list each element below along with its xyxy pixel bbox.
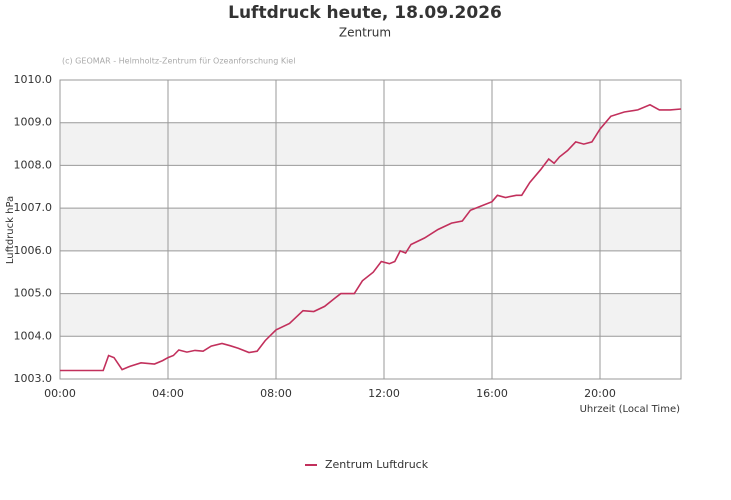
y-tick-label: 1003.0 (14, 372, 53, 385)
y-tick-label: 1006.0 (14, 244, 53, 257)
grid-band (60, 208, 681, 251)
x-tick-label: 16:00 (476, 387, 508, 400)
chart-subtitle: Zentrum (339, 26, 391, 40)
chart-title: Luftdruck heute, 18.09.2026 (228, 3, 502, 23)
x-tick-label: 08:00 (260, 387, 292, 400)
y-tick-label: 1010.0 (14, 73, 53, 86)
grid-band (60, 293, 681, 337)
y-axis-label: Luftdruck hPa (5, 196, 16, 264)
legend-label: Zentrum Luftdruck (325, 458, 429, 471)
y-tick-label: 1004.0 (14, 329, 53, 342)
y-tick-label: 1008.0 (14, 158, 53, 171)
copyright: (c) GEOMAR - Helmholtz-Zentrum für Ozean… (62, 57, 295, 66)
x-tick-label: 00:00 (44, 387, 76, 400)
data-line (60, 103, 682, 372)
y-tick-label: 1007.0 (14, 201, 53, 214)
x-tick-label: 20:00 (584, 387, 616, 400)
x-tick-label: 12:00 (368, 387, 400, 400)
y-tick-label: 1009.0 (14, 116, 53, 129)
y-tick-label: 1005.0 (14, 287, 53, 300)
x-axis-label: Uhrzeit (Local Time) (580, 404, 681, 415)
grid-band (60, 122, 681, 166)
plot-frame (59, 79, 682, 380)
x-tick-label: 04:00 (152, 387, 184, 400)
